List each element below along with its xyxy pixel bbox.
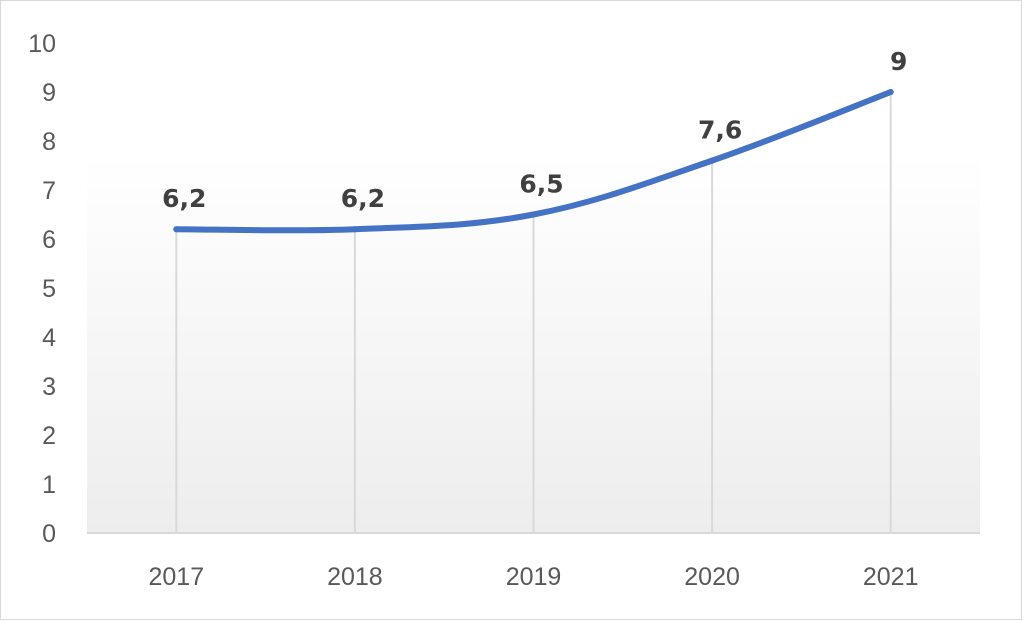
data-labels: 6,2 6,2 6,5 7,6 9: [162, 47, 907, 213]
x-tick-label-2018: 2018: [327, 563, 383, 591]
data-label-2020: 7,6: [698, 116, 742, 145]
y-tick-label: 0: [42, 520, 56, 548]
y-tick-label: 6: [42, 226, 56, 254]
y-axis-tick-labels: 0 1 2 3 4 5 6 7 8 9 10: [28, 30, 56, 548]
data-label-2021: 9: [890, 47, 907, 76]
x-tick-label-2020: 2020: [684, 563, 740, 591]
gridlines: [175, 92, 892, 533]
y-tick-label: 1: [42, 471, 56, 499]
y-tick-label: 10: [28, 30, 56, 58]
series: [173, 89, 894, 234]
data-point-2019: [530, 211, 537, 218]
x-tick-label-2019: 2019: [506, 563, 562, 591]
y-tick-label: 4: [42, 324, 56, 352]
data-point-2018: [351, 226, 358, 233]
data-point-2020: [709, 157, 716, 164]
y-tick-label: 9: [42, 79, 56, 107]
y-tick-label: 5: [42, 275, 56, 303]
data-point-2017: [173, 226, 180, 233]
x-axis-tick-labels: 2017 2018 2019 2020 2021: [148, 563, 918, 591]
y-tick-label: 2: [42, 422, 56, 450]
y-tick-label: 3: [42, 373, 56, 401]
data-point-2021: [887, 89, 894, 95]
x-tick-label-2017: 2017: [148, 563, 204, 591]
y-tick-label: 8: [42, 128, 56, 156]
data-label-2019: 6,5: [519, 170, 563, 199]
y-tick-label: 7: [42, 177, 56, 205]
x-tick-label-2021: 2021: [863, 563, 919, 591]
data-label-2017: 6,2: [162, 184, 206, 213]
data-label-2018: 6,2: [341, 184, 385, 213]
